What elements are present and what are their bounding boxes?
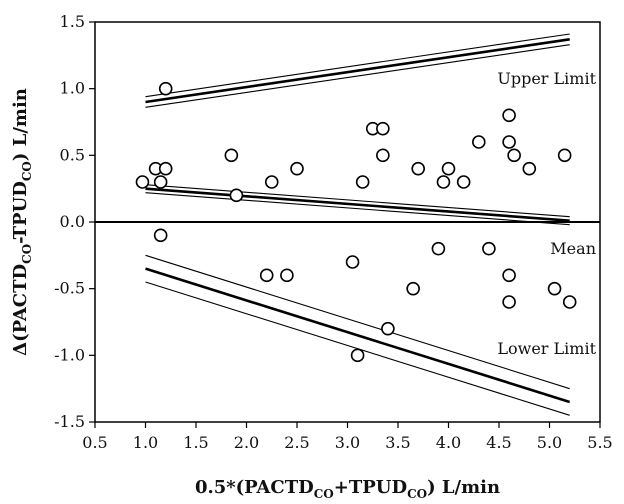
x-tick-label: 4.0	[436, 433, 461, 452]
mean-ci-line	[145, 184, 570, 218]
data-point	[482, 241, 496, 256]
data-point	[224, 148, 239, 163]
data-point	[441, 161, 456, 176]
data-point	[411, 161, 426, 176]
data-point	[229, 188, 244, 203]
x-tick-label: 3.0	[335, 433, 360, 452]
x-tick-label: 5.5	[587, 433, 612, 452]
mean-label: Mean	[550, 239, 596, 258]
y-tick-label: -1.0	[54, 345, 85, 364]
x-tick-label: 2.5	[284, 433, 309, 452]
limit-lines	[145, 33, 571, 416]
data-point	[153, 228, 168, 243]
y-tick-label: 0.5	[60, 145, 85, 164]
data-point	[522, 161, 537, 176]
x-tick-label: 1.5	[183, 433, 208, 452]
upper-limit-ci-line	[145, 33, 570, 98]
data-point	[345, 255, 360, 269]
x-tick-label: 0.5	[82, 433, 107, 452]
data-point	[502, 108, 516, 123]
data-point	[259, 268, 274, 283]
data-point	[471, 135, 486, 149]
x-tick-label: 4.5	[486, 433, 511, 452]
data-point	[158, 161, 173, 176]
lower-limit-ci-line	[145, 254, 570, 390]
x-tick-label: 5.0	[537, 433, 562, 452]
data-point	[436, 175, 451, 189]
data-point	[406, 281, 420, 296]
data-point	[355, 175, 370, 189]
data-point	[502, 295, 516, 309]
upper-limit-line	[145, 38, 570, 104]
x-tick-label: 2.0	[234, 433, 259, 452]
y-tick-label: 1.0	[60, 79, 85, 98]
lower-limit-line	[145, 267, 571, 404]
x-tick-label: 3.5	[385, 433, 410, 452]
data-point	[290, 161, 304, 176]
data-point	[135, 175, 150, 189]
y-tick-label: -1.5	[54, 412, 85, 431]
data-point	[502, 135, 516, 149]
data-points	[135, 81, 577, 363]
data-point	[557, 148, 572, 163]
data-point	[431, 241, 446, 256]
y-tick-label: 1.5	[60, 12, 85, 31]
data-point	[381, 321, 395, 336]
x-tick-label: 1.0	[133, 433, 158, 452]
y-axis-label: Δ(PACTDCO-TPUDCO) L/min	[10, 88, 34, 356]
data-point	[507, 148, 521, 163]
upper-limit-label: Upper Limit	[497, 69, 596, 88]
data-point	[280, 268, 294, 283]
x-axis-ticks: 0.5 1.0 1.5 2.0 2.5 3.0 3.5 4.0 4.5 5.0 5.5	[82, 422, 613, 452]
x-axis-label: 0.5*(PACTDCO+TPUDCO) L/min	[195, 477, 500, 501]
lower-limit-label: Lower Limit	[497, 339, 596, 358]
data-point	[350, 348, 365, 363]
upper-limit-ci-line	[145, 44, 570, 108]
data-point	[153, 175, 168, 189]
y-tick-label: 0.0	[60, 212, 85, 231]
data-point	[376, 121, 390, 136]
data-point	[158, 81, 173, 96]
data-point	[456, 175, 471, 189]
data-point	[376, 148, 390, 163]
data-point	[502, 268, 516, 283]
mean-ci-line	[145, 192, 570, 226]
data-point	[264, 175, 279, 189]
data-point	[562, 295, 577, 309]
mean-line	[145, 187, 570, 222]
y-axis-ticks: -1.5 -1.0 -0.5 0.0 0.5 1.0 1.5	[54, 12, 95, 431]
y-tick-label: -0.5	[54, 279, 85, 298]
data-point	[547, 281, 562, 296]
